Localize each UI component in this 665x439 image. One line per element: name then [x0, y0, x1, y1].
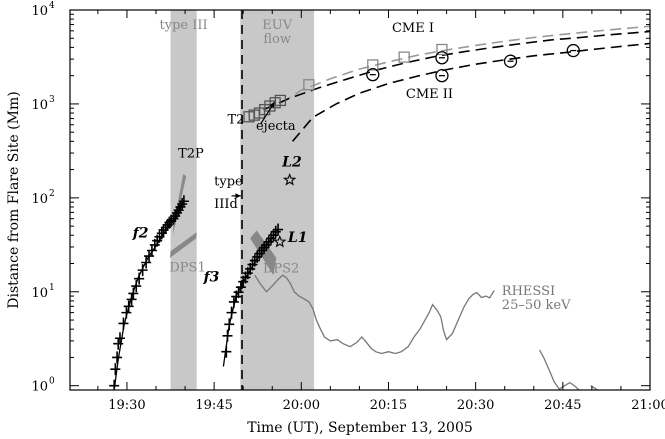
x-tick-label: 21:00 — [631, 398, 665, 413]
plus-marker — [270, 225, 281, 238]
shaded-bands — [170, 10, 315, 390]
plus-marker — [228, 295, 239, 308]
plus-marker — [273, 223, 284, 236]
annotation-f2: f2 — [132, 225, 149, 241]
y-axis-label: Distance from Flare Site (Mm) — [6, 91, 22, 308]
square-marker — [367, 59, 379, 71]
square-marker — [274, 94, 287, 107]
annotation-ejecta: ejecta — [256, 119, 296, 134]
plus-marker — [226, 306, 237, 319]
rhessi-label: RHESSI — [502, 284, 555, 299]
x-axis-label: Time (UT), September 13, 2005 — [247, 420, 473, 436]
y-tick-exponent: 4 — [49, 1, 55, 11]
y-tick-label: 10 — [31, 4, 48, 19]
fit-line-cme-i — [280, 25, 650, 104]
plot-border — [69, 9, 651, 391]
annotation-f3: f3 — [203, 270, 220, 286]
plot-frame — [69, 9, 651, 391]
plus-marker — [178, 195, 189, 208]
shaded-band — [240, 10, 315, 390]
plus-marker — [113, 337, 124, 350]
rhessi-label: 25–50 keV — [502, 298, 571, 313]
x-tick-label: 20:15 — [370, 398, 407, 413]
x-tick-label: 20:00 — [283, 398, 320, 413]
plus-marker — [259, 241, 270, 254]
annotation-cme-i: CME I — [392, 21, 434, 36]
y-tick-exponent: 2 — [49, 189, 55, 199]
y-tick-exponent: 0 — [49, 377, 55, 387]
circle-marker — [503, 54, 518, 68]
y-tick-label: 10 — [31, 192, 48, 207]
annotation-cme-ii: CME II — [406, 87, 453, 102]
plus-marker — [110, 363, 121, 376]
square-marker — [398, 51, 410, 63]
plus-marker — [235, 281, 246, 294]
ejecta-arrow-head — [269, 101, 275, 108]
plus-marker — [112, 351, 123, 364]
star-l1 — [273, 234, 287, 248]
annotation-dps1: DPS1 — [169, 260, 205, 275]
circle-marker — [435, 51, 449, 65]
plus-marker — [126, 293, 137, 306]
circle-marker — [435, 69, 449, 83]
plus-marker — [114, 332, 125, 345]
plus-marker — [222, 329, 233, 342]
annotation-l1: L1 — [287, 230, 308, 246]
annotation-l2: L2 — [281, 155, 302, 171]
arrows — [231, 101, 276, 199]
annotation-type: type — [214, 175, 243, 190]
plus-marker — [173, 204, 184, 217]
dashed-fit-line — [291, 42, 650, 142]
plus-marker — [224, 318, 235, 331]
y-tick-exponent: 1 — [49, 283, 55, 293]
rhessi-segment — [539, 349, 580, 390]
x-tick-label: 20:30 — [457, 398, 494, 413]
annotation-iiid: IIId — [214, 197, 238, 212]
plus-marker — [171, 206, 182, 219]
plus-marker — [137, 264, 148, 277]
annotation-t2p: T2P — [178, 146, 204, 161]
type-IIId-arrow-head — [235, 193, 241, 199]
x-tick-label: 19:45 — [195, 398, 232, 413]
plus-marker — [134, 272, 145, 285]
star-l2 — [282, 172, 297, 186]
y-tick-label: 10 — [31, 380, 48, 395]
plus-marker — [221, 345, 232, 358]
y-tick-label: 10 — [31, 98, 48, 113]
circle-marker — [566, 43, 580, 58]
x-tick-label: 20:45 — [544, 398, 581, 413]
star-markers — [273, 172, 297, 248]
square-marker — [436, 43, 448, 56]
y-tick-label: 10 — [31, 286, 48, 301]
rhessi-segment — [254, 274, 495, 355]
band-label: type III — [160, 18, 208, 33]
patch-dps1 — [170, 232, 197, 258]
annotation-dps2: DPS2 — [263, 262, 299, 277]
plus-marker — [123, 300, 134, 313]
plus-marker — [131, 280, 142, 293]
plus-marker — [256, 244, 267, 257]
band-label-line: EUV — [262, 18, 292, 33]
plus-marker — [177, 198, 188, 211]
annotation-t2: T2 — [227, 112, 244, 127]
dashed-fit-line — [263, 30, 650, 111]
band-label-line: flow — [263, 32, 291, 47]
plus-marker — [233, 286, 244, 299]
plus-marker — [261, 238, 272, 251]
x-tick-label: 19:30 — [108, 398, 145, 413]
square-marker — [303, 79, 315, 91]
plus-marker — [141, 256, 152, 269]
y-tick-exponent: 3 — [49, 95, 55, 105]
plus-marker — [118, 317, 129, 330]
circle-marker — [366, 67, 380, 82]
plus-marker — [254, 247, 265, 260]
plus-marker — [121, 306, 132, 319]
plus-marker — [266, 232, 277, 245]
data-markers — [109, 43, 580, 390]
plus-marker — [128, 287, 139, 300]
